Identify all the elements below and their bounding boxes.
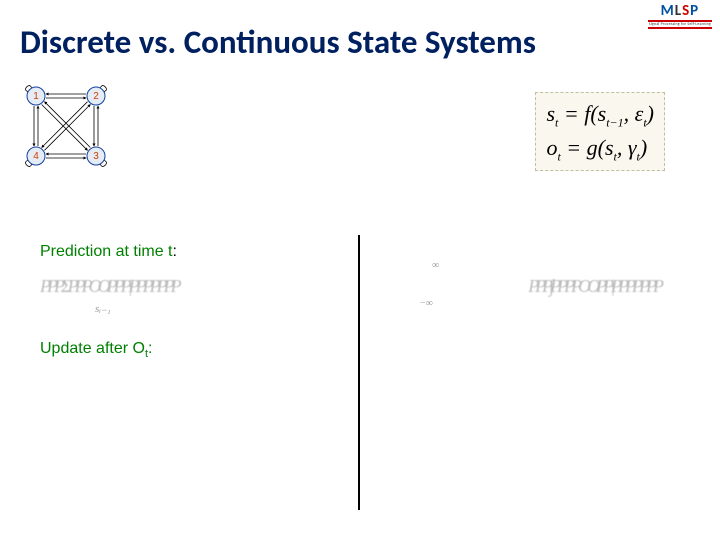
- update-label: Update after Ot:: [40, 340, 152, 360]
- slide-title: Discrete vs. Continuous State Systems: [20, 22, 536, 62]
- logo-letter-s: S: [682, 2, 690, 20]
- eq2-mid2: , γ: [617, 135, 637, 160]
- logo-subtitle: Signal Processing for Self-Learning: [648, 20, 712, 29]
- eq1-mid2: , ε: [624, 101, 644, 126]
- equations-box: st = f(st−1, εt) ot = g(st, γt): [535, 92, 665, 171]
- integral-upper: ∞: [432, 260, 439, 271]
- eq1-sub2: t−1: [606, 115, 623, 129]
- update-text: Update after O: [40, 340, 145, 357]
- state-graph-svg: 1 2 4 3: [20, 80, 130, 180]
- formula-strip: ΡΡΡΣΡΡΡΟΟΡΡΡ|ΡΡΡΡΡΡΡ ΡΡΡ∫ΡΡΡΡΟΟΡΡ|ΡΡΡΡΡΡ…: [40, 270, 660, 302]
- logo: MLSP Signal Processing for Self-Learning: [648, 2, 712, 29]
- svg-text:1: 1: [33, 91, 39, 102]
- sigma-subscript: sᵢ₋₁: [95, 302, 111, 315]
- integral-lower: −∞: [420, 298, 433, 309]
- prediction-colon: :: [173, 243, 177, 260]
- logo-main: MLSP: [661, 2, 700, 20]
- prediction-text: Prediction at time t: [40, 243, 173, 260]
- logo-letter-p: P: [690, 2, 699, 20]
- eq2-end: ): [640, 135, 647, 160]
- state-graph: 1 2 4 3: [20, 80, 130, 185]
- eq2-var: o: [546, 135, 557, 160]
- eq1-end: ): [647, 101, 654, 126]
- equation-state: st = f(st−1, εt): [546, 97, 654, 131]
- svg-text:4: 4: [33, 151, 39, 162]
- svg-text:2: 2: [93, 91, 99, 102]
- eq1-var: s: [546, 101, 555, 126]
- equation-obs: ot = g(st, γt): [546, 131, 654, 165]
- eq1-mid1: = f(s: [558, 101, 606, 126]
- logo-letter-l: L: [675, 2, 682, 20]
- eq2-mid1: = g(s: [561, 135, 614, 160]
- update-colon: :: [148, 340, 152, 357]
- svg-text:3: 3: [93, 151, 99, 162]
- formula-continuous: ΡΡΡ∫ΡΡΡΡΟΟΡΡ|ΡΡΡΡΡΡΡ: [528, 276, 660, 297]
- prediction-label: Prediction at time t:: [40, 243, 177, 261]
- formula-discrete: ΡΡΡΣΡΡΡΟΟΡΡΡ|ΡΡΡΡΡΡΡ: [40, 276, 178, 297]
- logo-letter-m: M: [661, 2, 675, 20]
